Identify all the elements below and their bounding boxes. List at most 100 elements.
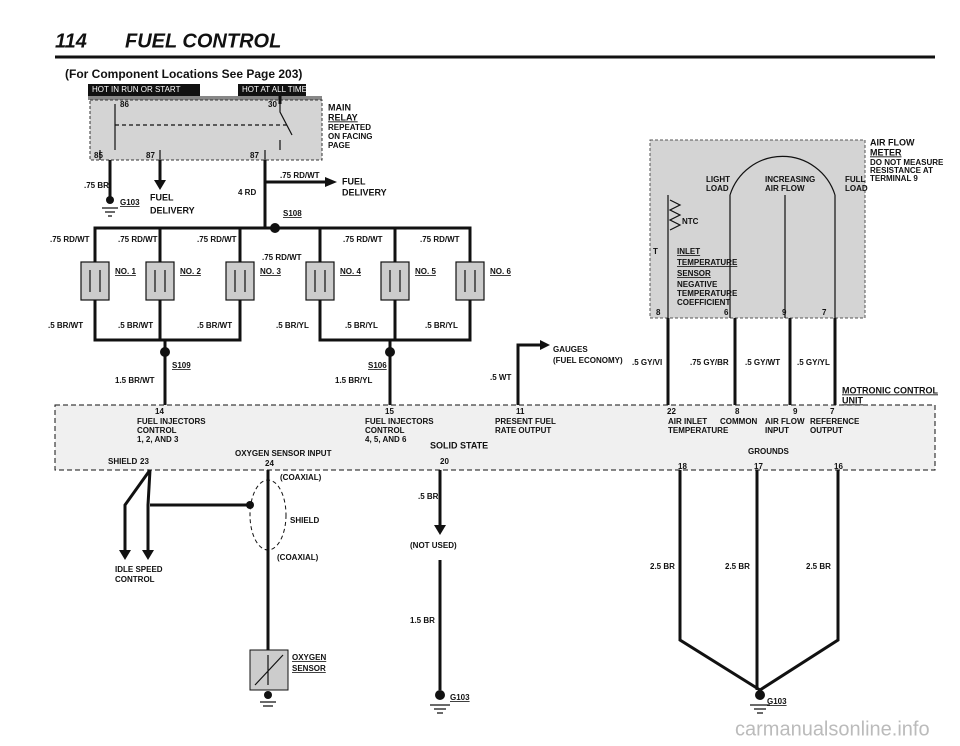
wire-label: .5 BR/WT: [197, 321, 232, 330]
label: FULL: [845, 175, 866, 184]
pin: 7: [822, 308, 827, 317]
pin: 8: [735, 407, 740, 416]
injector-name: NO. 2: [180, 267, 201, 276]
label: TEMPERATURE: [677, 258, 738, 267]
label: (NOT USED): [410, 541, 457, 550]
pin: 9: [793, 407, 798, 416]
wire-label: 1.5 BR/WT: [115, 376, 155, 385]
pin: 20: [440, 457, 449, 466]
note: RESISTANCE AT: [870, 166, 933, 175]
pin: 9: [782, 308, 787, 317]
pin-label: CONTROL: [365, 426, 405, 435]
watermark: carmanualsonline.info: [735, 718, 930, 740]
wire-label: .5 GY/VI: [632, 358, 662, 367]
page-title: FUEL CONTROL: [125, 30, 281, 52]
pin-label: FUEL INJECTORS: [365, 417, 434, 426]
pin: 15: [385, 407, 394, 416]
wire-label: .5 BR/YL: [345, 321, 378, 330]
splice-label: S106: [368, 361, 387, 370]
wire-label: .75 RD/WT: [118, 235, 158, 244]
pin-label: TEMPERATURE: [668, 426, 729, 435]
label: OXYGEN SENSOR INPUT: [235, 449, 332, 458]
pin-label: AIR FLOW: [765, 417, 805, 426]
pin-label: RATE OUTPUT: [495, 426, 551, 435]
pin: 86: [120, 100, 129, 109]
component-name: SENSOR: [292, 664, 326, 673]
layout: [54, 55, 936, 714]
pin: 11: [516, 407, 525, 416]
label: GAUGES: [553, 345, 588, 354]
pin: 87: [146, 151, 155, 160]
note: PAGE: [328, 141, 351, 150]
label: LOAD: [845, 184, 868, 193]
wire-label: .5 GY/WT: [745, 358, 780, 367]
injector-name: NO. 5: [415, 267, 436, 276]
note: TERMINAL 9: [870, 174, 918, 183]
note: ON FACING: [328, 132, 372, 141]
injector-name: NO. 1: [115, 267, 136, 276]
label: DELIVERY: [150, 205, 195, 215]
label: T: [653, 247, 658, 256]
label: (COAXIAL): [280, 473, 322, 482]
label: LIGHT: [706, 175, 730, 184]
injector-name: NO. 3: [260, 267, 281, 276]
label: (FUEL ECONOMY): [553, 356, 623, 365]
pin: 6: [724, 308, 729, 317]
pin: 17: [754, 462, 763, 471]
wire-label: 4 RD: [238, 188, 256, 197]
wire-label: .75 RD/WT: [197, 235, 237, 244]
subtitle: (For Component Locations See Page 203): [65, 67, 302, 81]
ground-label: G103: [120, 198, 140, 207]
splice-label: S109: [172, 361, 191, 370]
pin: 18: [678, 462, 687, 471]
pin-label: 1, 2, AND 3: [137, 435, 179, 444]
pin: 85: [94, 151, 103, 160]
pin-label: FUEL INJECTORS: [137, 417, 206, 426]
component-name: RELAY: [328, 112, 358, 122]
label: SOLID STATE: [430, 440, 488, 450]
wire-label: 2.5 BR: [650, 562, 675, 571]
pin-label: CONTROL: [137, 426, 177, 435]
note: COEFFICIENT: [677, 298, 730, 307]
component-name: MOTRONIC CONTROL: [842, 385, 938, 395]
pin: 30: [268, 100, 277, 109]
wire-label: .5 BR/WT: [118, 321, 153, 330]
component-name: AIR FLOW: [870, 137, 915, 147]
label: SHIELD: [108, 457, 138, 466]
pin: 16: [834, 462, 843, 471]
injector-name: NO. 4: [340, 267, 361, 276]
label: (COAXIAL): [277, 553, 319, 562]
wire-label: 2.5 BR: [725, 562, 750, 571]
note: NEGATIVE: [677, 280, 718, 289]
component-name: MAIN: [328, 102, 351, 112]
pin: 22: [667, 407, 676, 416]
label: LOAD: [706, 184, 729, 193]
page-number: 114: [55, 30, 87, 52]
ground-label: G103: [767, 697, 787, 706]
label: INLET: [677, 247, 700, 256]
power-bus: HOT IN RUN OR START: [92, 85, 181, 94]
component-name: OXYGEN: [292, 653, 326, 662]
label: SENSOR: [677, 269, 711, 278]
pin-label: INPUT: [765, 426, 789, 435]
pin-label: 4, 5, AND 6: [365, 435, 407, 444]
splice-label: S108: [283, 209, 302, 218]
pin-label: REFERENCE: [810, 417, 860, 426]
wire-label: .75 RD/WT: [262, 253, 302, 262]
note: REPEATED: [328, 123, 371, 132]
wire-label: .5 GY/YL: [797, 358, 830, 367]
label: DELIVERY: [342, 187, 387, 197]
label: INCREASING: [765, 175, 815, 184]
wire-label: .75 RD/WT: [280, 171, 320, 180]
note: TEMPERATURE: [677, 289, 738, 298]
component-name: UNIT: [842, 395, 863, 405]
label: CONTROL: [115, 575, 155, 584]
pin: 14: [155, 407, 164, 416]
wire-label: .5 BR/WT: [48, 321, 83, 330]
wire-label: 1.5 BR/YL: [335, 376, 372, 385]
wire-label: 2.5 BR: [806, 562, 831, 571]
pin: 87: [250, 151, 259, 160]
wire-label: .75 BR: [84, 181, 109, 190]
label: FUEL: [150, 192, 174, 202]
